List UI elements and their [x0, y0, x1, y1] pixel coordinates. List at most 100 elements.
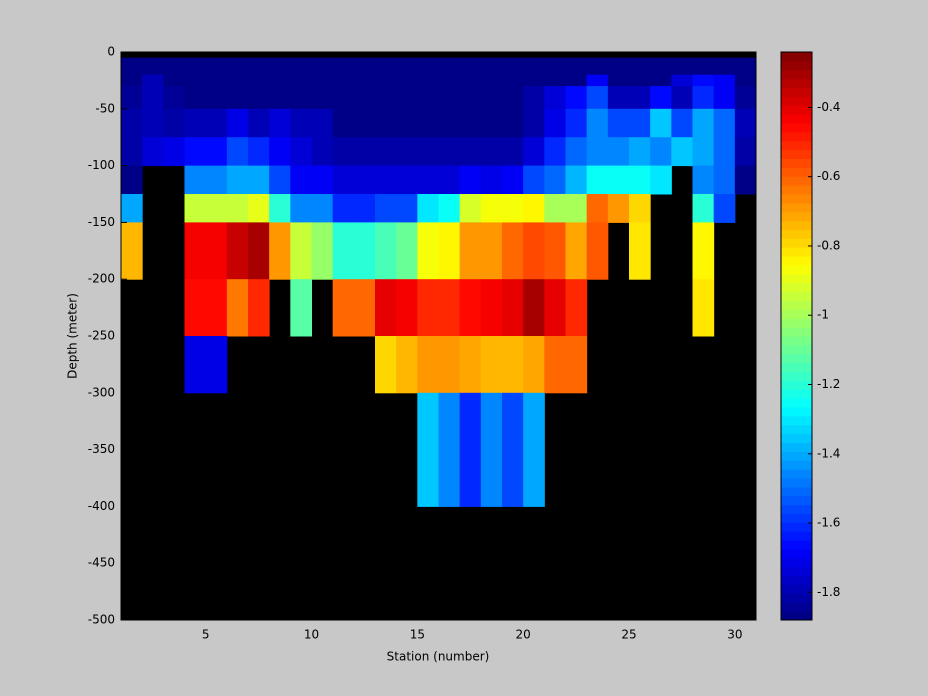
heatmap-cell: [671, 108, 693, 138]
heatmap-cell: [417, 137, 439, 167]
heatmap-cell: [438, 74, 461, 87]
heatmap-cell: [205, 74, 228, 87]
heatmap-cell: [142, 74, 164, 87]
heatmap-cell: [607, 86, 630, 110]
heatmap-cell: [692, 279, 715, 337]
heatmap-cell: [332, 57, 355, 76]
heatmap-cell: [523, 194, 545, 223]
colorbar-tick-label: -0.4: [817, 100, 840, 114]
heatmap-cell: [121, 165, 143, 195]
heatmap-cell: [650, 137, 672, 167]
heatmap-cell: [650, 74, 672, 87]
heatmap-cell: [226, 165, 249, 195]
colorbar-swatch: [781, 300, 812, 310]
colorbar-swatch: [781, 69, 812, 80]
heatmap-cell: [248, 165, 270, 195]
heatmap-cell: [459, 165, 482, 195]
heatmap-cell: [226, 108, 249, 138]
heatmap-cell: [565, 108, 588, 138]
heatmap-cell: [226, 74, 249, 87]
heatmap-cell: [353, 194, 376, 223]
heatmap-cell: [692, 57, 715, 76]
heatmap-cell: [607, 165, 630, 195]
colorbar-tick-label: -0.6: [817, 169, 840, 183]
heatmap-cell: [205, 86, 228, 110]
y-tick-label: -450: [88, 556, 115, 570]
heatmap-cell: [459, 74, 482, 87]
colorbar-swatch: [781, 371, 812, 381]
heatmap-cell: [502, 194, 524, 223]
heatmap-cell: [290, 86, 312, 110]
heatmap-cell: [607, 57, 630, 76]
heatmap-cell: [417, 194, 439, 223]
colorbar-swatch: [781, 469, 812, 479]
heatmap-cell: [629, 74, 651, 87]
heatmap-cell: [417, 222, 439, 280]
heatmap-cell: [734, 165, 757, 195]
colorbar-swatch: [781, 202, 812, 213]
heatmap-cell: [502, 222, 524, 280]
heatmap-cell: [438, 222, 461, 280]
heatmap-cell: [734, 108, 757, 138]
heatmap-cell: [502, 108, 524, 138]
heatmap-cell: [226, 137, 249, 167]
heatmap-cell: [375, 108, 397, 138]
colorbar-swatch: [781, 229, 812, 239]
heatmap-cell: [332, 86, 355, 110]
heatmap-cell: [565, 279, 588, 337]
heatmap-cell: [184, 336, 207, 394]
heatmap-cell: [586, 57, 609, 76]
colorbar-swatch: [781, 194, 812, 204]
heatmap-cell: [544, 86, 566, 110]
heatmap-cell: [523, 108, 545, 138]
heatmap-cell: [396, 194, 418, 223]
heatmap-cell: [629, 108, 651, 138]
heatmap-cell: [629, 137, 651, 167]
y-tick-label: -300: [88, 385, 115, 399]
heatmap-cell: [438, 137, 461, 167]
heatmap-cell: [417, 392, 439, 507]
colorbar-swatch: [781, 158, 812, 168]
heatmap-cell: [544, 165, 566, 195]
heatmap-cell: [629, 222, 651, 280]
heatmap-cell: [353, 137, 376, 167]
heatmap-cell: [353, 57, 376, 76]
heatmap-cell: [184, 108, 207, 138]
heatmap-cell: [523, 57, 545, 76]
heatmap-cell: [248, 74, 270, 87]
colorbar-tick-label: -1.6: [817, 516, 840, 530]
heatmap-cell: [565, 74, 588, 87]
colorbar-swatch: [781, 60, 812, 71]
heatmap-cell: [142, 137, 164, 167]
heatmap-cell: [629, 86, 651, 110]
heatmap-cell: [269, 57, 291, 76]
colorbar-swatch: [781, 540, 812, 550]
heatmap-cell: [713, 165, 736, 195]
heatmap-cell: [459, 336, 482, 394]
y-tick-label: -200: [88, 272, 115, 286]
heatmap-cell: [650, 86, 672, 110]
heatmap-cell: [502, 86, 524, 110]
colorbar-swatch: [781, 415, 812, 426]
heatmap-cell: [269, 222, 291, 280]
heatmap-cell: [586, 165, 609, 195]
heatmap-cell: [375, 336, 397, 394]
heatmap-cell: [205, 165, 228, 195]
heatmap-cell: [332, 194, 355, 223]
colorbar-swatch: [781, 575, 812, 585]
colorbar-swatch: [781, 140, 812, 151]
heatmap-cell: [417, 74, 439, 87]
heatmap-cell: [311, 74, 334, 87]
heatmap-cell: [650, 108, 672, 138]
colorbar-tick-label: -1.8: [817, 585, 840, 599]
heatmap-cell: [396, 279, 418, 337]
heatmap-cell: [248, 279, 270, 337]
colorbar-swatch: [781, 566, 812, 577]
colorbar-swatch: [781, 584, 812, 594]
heatmap-cell: [438, 108, 461, 138]
heatmap-cell: [269, 165, 291, 195]
heatmap-cell: [459, 57, 482, 76]
heatmap-cell: [629, 194, 651, 223]
colorbar-swatch: [781, 336, 812, 346]
heatmap-cell: [248, 86, 270, 110]
